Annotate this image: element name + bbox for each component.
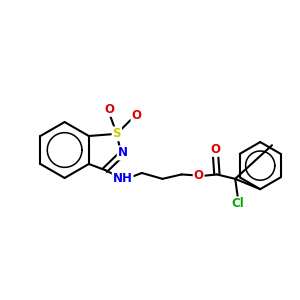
Text: N: N	[118, 146, 128, 159]
Text: O: O	[210, 143, 220, 156]
Text: O: O	[131, 109, 142, 122]
Text: S: S	[112, 127, 121, 140]
Text: Cl: Cl	[232, 197, 244, 210]
Text: O: O	[194, 169, 204, 182]
Text: NH: NH	[113, 172, 133, 185]
Text: O: O	[104, 103, 114, 116]
